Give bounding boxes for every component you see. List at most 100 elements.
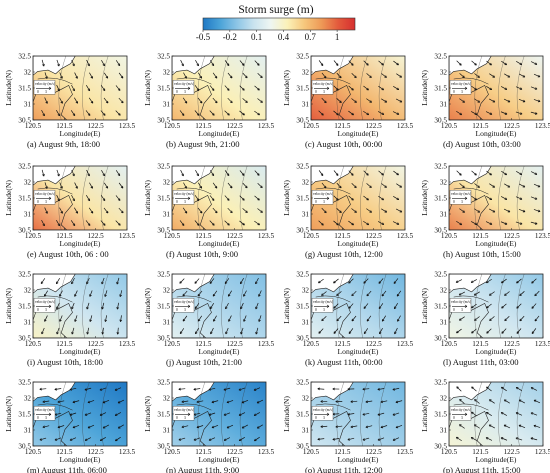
y-tick-label: 31.5 bbox=[296, 195, 309, 203]
land-mass bbox=[449, 56, 492, 76]
wind-arrow-head bbox=[214, 185, 218, 189]
wind-arrow bbox=[366, 315, 372, 322]
panel-caption: (i) August 10th, 18:00 bbox=[27, 357, 103, 367]
y-tick-label: 31 bbox=[302, 211, 310, 219]
y-tick-label: 32.5 bbox=[296, 163, 309, 171]
wind-arrow-head bbox=[253, 413, 257, 416]
velocity-legend-tick: 0 bbox=[176, 308, 178, 312]
y-axis-label: Latitude(N) bbox=[143, 396, 152, 432]
wind-arrow bbox=[378, 170, 384, 176]
wind-arrow-head bbox=[485, 280, 489, 284]
wind-arrow bbox=[59, 72, 63, 79]
surge-contour bbox=[498, 382, 506, 446]
x-tick-label: 122.5 bbox=[227, 448, 244, 456]
wind-arrow-head bbox=[339, 100, 342, 104]
wind-arrow bbox=[74, 97, 78, 104]
wind-arrow-head bbox=[519, 62, 523, 66]
wind-arrow bbox=[392, 437, 400, 441]
wind-arrow-head bbox=[240, 331, 243, 335]
y-axis-label: Latitude(N) bbox=[4, 180, 13, 216]
surge-contour bbox=[221, 274, 229, 338]
wind-arrow-head bbox=[348, 331, 352, 334]
wind-arrow-head bbox=[455, 280, 459, 283]
wind-arrow-head bbox=[90, 100, 94, 104]
wind-arrow-head bbox=[473, 293, 477, 296]
y-tick-label: 30.5 bbox=[18, 335, 31, 343]
velocity-legend-tick: 3 bbox=[461, 90, 463, 94]
wind-arrow bbox=[209, 195, 215, 201]
wind-arrow bbox=[458, 291, 466, 296]
wind-arrow bbox=[366, 98, 372, 103]
wind-arrow bbox=[195, 169, 199, 177]
wind-arrow-head bbox=[459, 318, 462, 321]
wind-arrow bbox=[120, 315, 122, 322]
wind-arrow-head bbox=[399, 185, 402, 188]
wind-arrow bbox=[530, 221, 538, 225]
wind-arrow-head bbox=[104, 294, 107, 297]
wind-arrow bbox=[486, 85, 492, 91]
wind-arrow-head bbox=[519, 293, 522, 297]
wind-arrow-head bbox=[351, 87, 354, 91]
wind-arrow bbox=[332, 438, 340, 440]
wind-arrow bbox=[117, 327, 119, 335]
wind-arrow-head bbox=[104, 319, 108, 322]
y-tick-label: 32 bbox=[440, 179, 448, 187]
wind-arrow bbox=[213, 315, 217, 322]
wind-arrow-head bbox=[60, 186, 63, 189]
wind-arrow bbox=[258, 290, 262, 297]
wind-arrow bbox=[257, 72, 263, 79]
wind-arrow-head bbox=[366, 293, 370, 297]
y-tick-label: 31.5 bbox=[434, 195, 447, 203]
colorbar-tick-label: -0.5 bbox=[196, 32, 211, 42]
wind-arrow-head bbox=[500, 386, 504, 390]
wind-arrow bbox=[179, 110, 185, 116]
land-mass bbox=[172, 56, 215, 76]
wind-arrow bbox=[350, 400, 358, 403]
wind-arrow bbox=[501, 278, 507, 284]
wind-arrow bbox=[239, 437, 245, 441]
wind-arrow-head bbox=[474, 399, 477, 402]
wind-arrow-head bbox=[211, 400, 215, 404]
wind-arrow bbox=[486, 386, 492, 392]
wind-arrow-head bbox=[120, 185, 124, 189]
y-tick-label: 31 bbox=[24, 427, 32, 435]
wind-arrow-head bbox=[105, 76, 109, 79]
wind-arrow bbox=[182, 97, 188, 104]
wind-arrow bbox=[336, 98, 342, 103]
wind-arrow bbox=[69, 412, 77, 416]
wind-arrow bbox=[209, 85, 215, 91]
x-tick-label: 122.5 bbox=[88, 122, 105, 130]
wind-arrow bbox=[321, 207, 327, 214]
x-tick-label: 122.5 bbox=[366, 340, 383, 348]
wind-arrow-head bbox=[504, 62, 508, 66]
wind-arrow bbox=[392, 412, 400, 416]
wind-arrow-head bbox=[332, 437, 336, 441]
wind-arrow-head bbox=[522, 99, 526, 103]
wind-arrow bbox=[228, 290, 232, 297]
wind-arrow bbox=[348, 170, 354, 176]
panel-caption: (f) August 10th, 9:00 bbox=[166, 249, 238, 259]
wind-arrow bbox=[530, 437, 538, 441]
wind-arrow-head bbox=[392, 438, 396, 441]
wind-arrow bbox=[471, 60, 477, 66]
wind-arrow-head bbox=[504, 318, 507, 322]
velocity-legend: velocity (m/s) 0 3 bbox=[33, 80, 56, 95]
wind-arrow-head bbox=[321, 113, 324, 116]
wind-arrow-head bbox=[347, 387, 350, 391]
wind-arrow bbox=[470, 221, 478, 225]
wind-arrow bbox=[115, 60, 121, 66]
wind-arrow bbox=[117, 399, 125, 404]
wind-arrow-head bbox=[101, 306, 104, 310]
wind-arrow-head bbox=[119, 319, 123, 322]
wind-arrow-head bbox=[195, 331, 198, 335]
wind-arrow bbox=[179, 278, 185, 284]
wind-arrow bbox=[318, 328, 324, 334]
wind-arrow bbox=[197, 97, 203, 104]
y-tick-label: 31.5 bbox=[18, 195, 31, 203]
surge-contour bbox=[378, 166, 387, 230]
wind-arrow bbox=[42, 425, 50, 428]
wind-arrow-head bbox=[323, 185, 327, 189]
wind-arrow-head bbox=[114, 388, 118, 391]
